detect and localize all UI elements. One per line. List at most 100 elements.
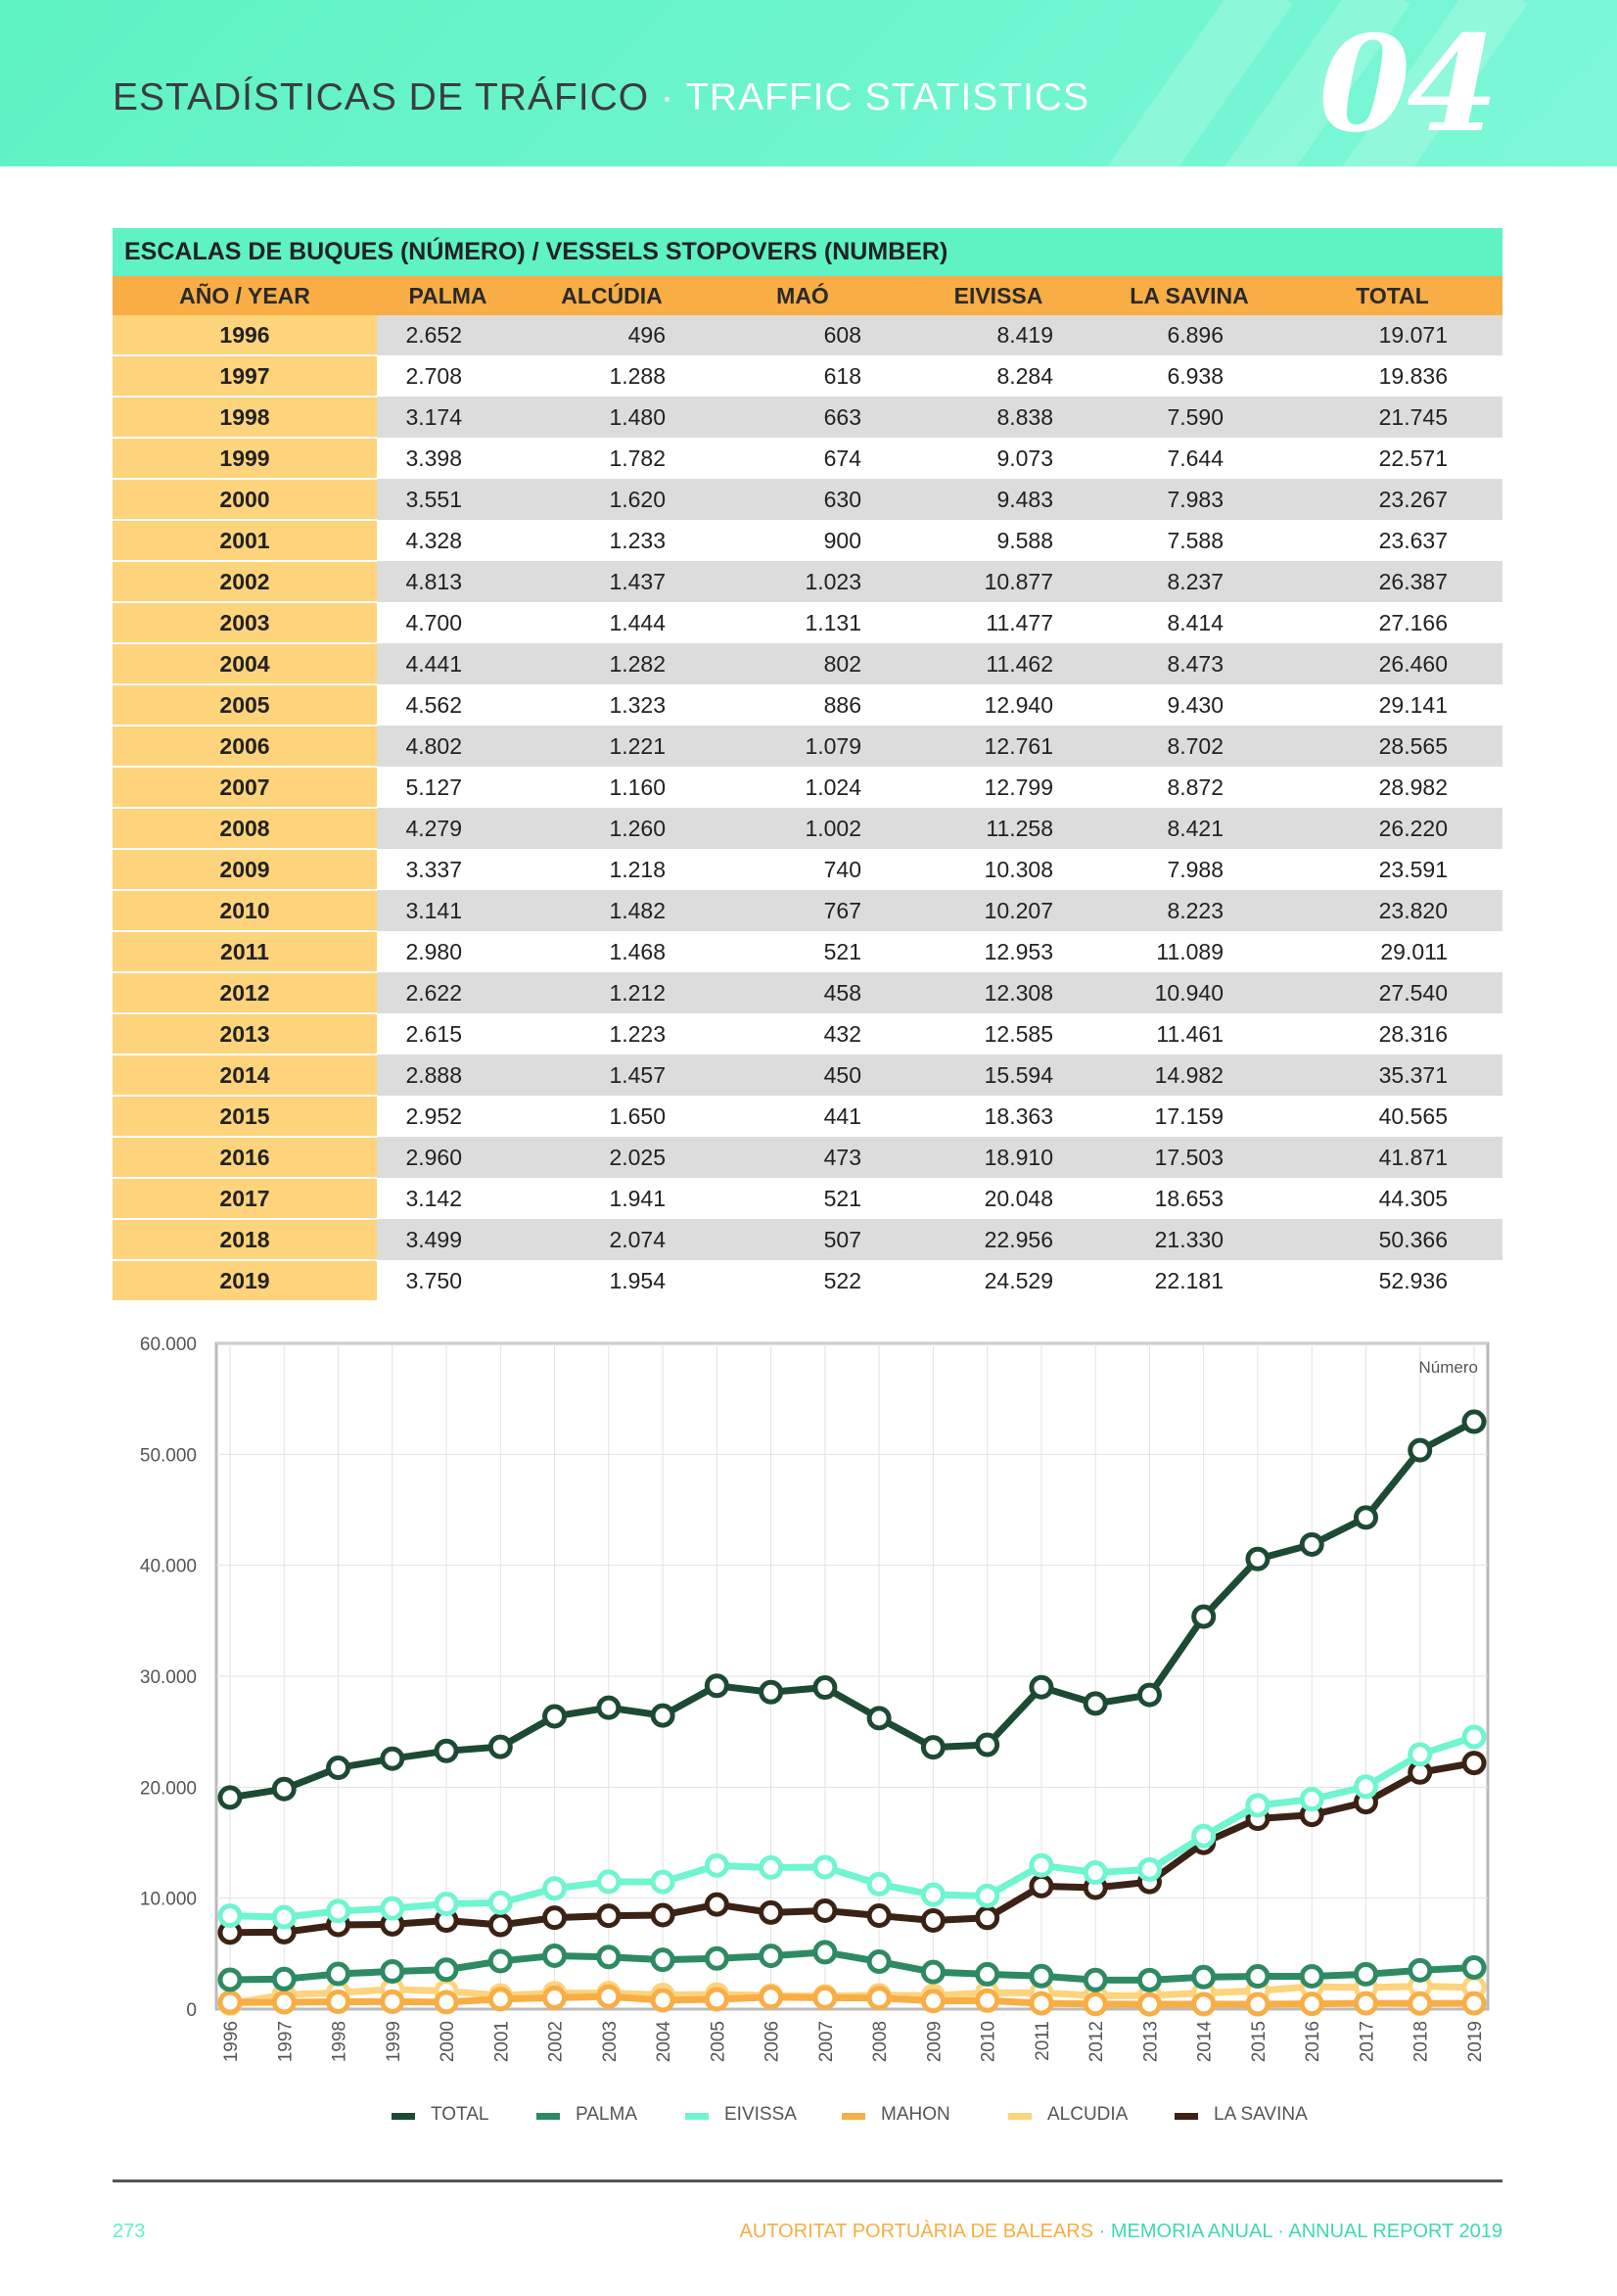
data-point — [920, 1882, 946, 1907]
x-tick-label: 2006 — [762, 2021, 783, 2062]
data-point — [1083, 1967, 1108, 1992]
cell-total: 35.371 — [1282, 1054, 1502, 1096]
cell-alcudia: 1.323 — [519, 684, 705, 726]
cell-mao: 886 — [705, 684, 901, 726]
cell-total: 29.141 — [1282, 684, 1502, 726]
table-row: 2011 2.980 1.468 521 12.953 11.089 29.011 — [113, 931, 1502, 973]
cell-eivissa: 10.877 — [901, 561, 1096, 602]
y-tick-label: 30.000 — [140, 1667, 197, 1688]
cell-mao: 1.079 — [705, 726, 901, 767]
data-point — [1191, 1964, 1217, 1990]
legend-label: EIVISSA — [724, 2104, 797, 2125]
data-point — [866, 1706, 892, 1731]
cell-palma: 4.802 — [377, 726, 519, 767]
data-point — [975, 1732, 1000, 1757]
x-tick-label: 1999 — [384, 2021, 404, 2062]
cell-year: 2005 — [113, 684, 377, 726]
data-point — [1136, 1967, 1162, 1992]
x-tick-label: 2002 — [546, 2021, 567, 2062]
cell-year: 2016 — [113, 1137, 377, 1179]
x-tick-label: 2007 — [816, 2021, 837, 2062]
x-tick-label: 2010 — [979, 2021, 999, 2062]
cell-eivissa: 12.940 — [901, 684, 1096, 726]
cell-total: 40.565 — [1282, 1096, 1502, 1137]
data-point — [326, 1898, 351, 1924]
table-row: 2017 3.142 1.941 521 20.048 18.653 44.305 — [113, 1178, 1502, 1220]
cell-palma: 2.960 — [377, 1137, 519, 1178]
cell-palma: 4.700 — [377, 602, 519, 643]
cell-total: 26.460 — [1282, 643, 1502, 684]
cell-palma: 2.952 — [377, 1096, 519, 1137]
cell-year: 2011 — [113, 931, 377, 973]
cell-year: 2019 — [113, 1260, 377, 1302]
cell-alcudia: 1.954 — [519, 1260, 705, 1301]
cell-eivissa: 8.838 — [901, 397, 1096, 438]
data-point — [812, 1940, 838, 1965]
data-point — [542, 1943, 568, 1968]
title-separator: · — [649, 76, 686, 118]
data-point — [759, 1944, 784, 1969]
cell-total: 44.305 — [1282, 1178, 1502, 1219]
cell-total: 41.871 — [1282, 1137, 1502, 1178]
data-point — [1245, 1991, 1270, 2017]
table-row: 1998 3.174 1.480 663 8.838 7.590 21.745 — [113, 397, 1502, 439]
x-tick-label: 2000 — [438, 2021, 458, 2062]
cell-palma: 3.750 — [377, 1260, 519, 1301]
table-row: 2008 4.279 1.260 1.002 11.258 8.421 26.220 — [113, 808, 1502, 850]
cell-year: 2012 — [113, 972, 377, 1014]
data-point — [542, 1985, 568, 2010]
footer-report: · MEMORIA ANUAL · ANNUAL REPORT 2019 — [1093, 2221, 1502, 2242]
x-tick-label: 2003 — [600, 2021, 621, 2062]
cell-eivissa: 11.477 — [901, 602, 1096, 643]
table-row: 1997 2.708 1.288 618 8.284 6.938 19.836 — [113, 355, 1502, 398]
table-body: 1996 2.652 496 608 8.419 6.896 19.071 1997 2.708… — [113, 315, 1502, 1302]
data-point — [487, 1890, 513, 1915]
data-point — [1136, 1991, 1162, 2017]
cell-la-savina: 10.940 — [1096, 972, 1282, 1013]
data-point — [920, 1989, 946, 2014]
cell-palma: 3.551 — [377, 479, 519, 520]
cell-eivissa: 8.284 — [901, 355, 1096, 397]
data-point — [1029, 1674, 1054, 1700]
data-point — [1408, 1957, 1433, 1983]
cell-la-savina: 7.988 — [1096, 849, 1282, 890]
title-spanish: ESTADÍSTICAS DE TRÁFICO — [113, 76, 650, 118]
data-point — [596, 1945, 622, 1970]
cell-year: 1999 — [113, 438, 377, 480]
x-tick-label: 1997 — [275, 2021, 296, 2062]
x-tick-label: 2004 — [654, 2021, 674, 2063]
cell-palma: 2.652 — [377, 315, 519, 355]
cell-eivissa: 12.761 — [901, 726, 1096, 767]
data-point — [1461, 1724, 1487, 1750]
cell-year: 2000 — [113, 479, 377, 521]
page-header: ESTADÍSTICAS DE TRÁFICO · TRAFFIC STATIS… — [0, 0, 1617, 166]
data-point — [1299, 1991, 1324, 2017]
cell-total: 29.011 — [1282, 931, 1502, 972]
data-point — [1083, 1991, 1108, 2017]
cell-palma: 3.398 — [377, 438, 519, 479]
data-point — [1029, 1991, 1054, 2016]
cell-year: 2010 — [113, 890, 377, 932]
cell-palma: 4.279 — [377, 808, 519, 849]
x-tick-label: 1996 — [221, 2021, 242, 2062]
data-point — [217, 1785, 243, 1810]
cell-eivissa: 15.594 — [901, 1054, 1096, 1096]
data-point — [866, 1871, 892, 1897]
data-point — [1245, 1546, 1270, 1571]
cell-year: 2007 — [113, 767, 377, 809]
table-row: 2010 3.141 1.482 767 10.207 8.223 23.820 — [113, 890, 1502, 932]
column-header-eivissa: EIVISSA — [901, 276, 1096, 315]
data-point — [1245, 1964, 1270, 1990]
cell-alcudia: 1.941 — [519, 1178, 705, 1219]
cell-year: 2014 — [113, 1054, 377, 1097]
chapter-number: 04 — [1318, 6, 1499, 162]
cell-alcudia: 1.233 — [519, 520, 705, 561]
cell-la-savina: 7.590 — [1096, 397, 1282, 438]
cell-total: 23.591 — [1282, 849, 1502, 890]
data-point — [1353, 1961, 1378, 1987]
y-tick-label: 0 — [186, 2000, 197, 2021]
cell-eivissa: 9.588 — [901, 520, 1096, 561]
cell-eivissa: 8.419 — [901, 315, 1096, 355]
data-point — [380, 1896, 405, 1921]
cell-la-savina: 8.872 — [1096, 767, 1282, 808]
